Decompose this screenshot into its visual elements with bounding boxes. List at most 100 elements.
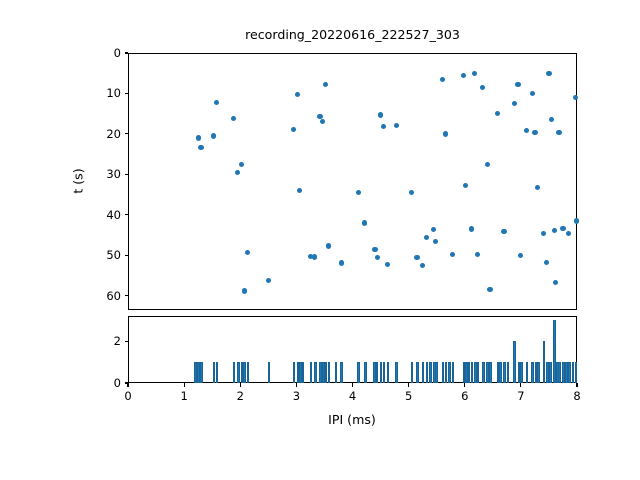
histogram-bar: [531, 362, 534, 383]
xtick-6-label: 6: [461, 389, 469, 403]
scatter-point: [540, 230, 546, 236]
scatter-point: [449, 251, 455, 258]
xtick-3-label: 3: [292, 389, 301, 403]
histogram-bar: [489, 362, 492, 383]
xtick-4-mark: [351, 383, 354, 387]
histogram-bar: [556, 362, 559, 383]
scatter-point: [198, 144, 204, 150]
histogram-bar: [429, 362, 432, 383]
histogram-bar: [232, 362, 236, 383]
histogram-bar: [506, 362, 510, 383]
xtick-8-mark: [576, 383, 578, 387]
histogram-bar: [395, 362, 399, 383]
scatter-ytick-20-mark: [124, 133, 128, 135]
scatter-point: [420, 262, 426, 269]
scatter-point: [472, 70, 478, 76]
scatter-point: [487, 287, 493, 293]
scatter-point: [338, 260, 344, 266]
histogram-bar: [237, 362, 240, 383]
scatter-point: [511, 100, 517, 106]
scatter-point: [377, 112, 384, 118]
xtick-1-label: 1: [180, 389, 188, 403]
xtick-6-mark: [464, 383, 466, 387]
scatter-ytick-10-mark: [124, 92, 128, 95]
histogram-bar: [481, 362, 485, 383]
scatter-point: [573, 218, 580, 224]
scatter-ytick-50-label: 50: [106, 248, 121, 263]
scatter-point: [322, 81, 329, 88]
histogram-bar: [375, 362, 379, 383]
scatter-plot-area: [128, 53, 577, 310]
scatter-point: [320, 119, 326, 125]
histogram-bar: [379, 362, 383, 383]
xtick-2-mark: [239, 383, 241, 387]
scatter-point: [234, 170, 241, 176]
histogram-bar: [433, 362, 436, 383]
scatter-point: [431, 226, 437, 233]
scatter-point: [432, 239, 439, 245]
scatter-ytick-60-label: 60: [106, 288, 121, 303]
scatter-point: [325, 243, 331, 249]
scatter-point: [307, 253, 313, 259]
scatter-point: [468, 226, 475, 232]
histogram-bar: [474, 362, 477, 383]
histogram-bar: [549, 362, 552, 383]
histogram-bar: [448, 362, 451, 383]
xtick-4-label: 4: [348, 389, 357, 403]
histogram-bar: [246, 362, 250, 383]
histogram-bar: [292, 362, 296, 383]
scatter-point: [442, 131, 448, 137]
histogram-bar: [296, 362, 300, 383]
scatter-ytick-10-label: 10: [106, 86, 121, 101]
histogram-bar: [545, 362, 549, 383]
scatter-point: [543, 259, 549, 265]
scatter-point: [549, 116, 555, 122]
histogram-bar: [314, 362, 317, 383]
xtick-0-mark: [127, 383, 129, 387]
histogram-bar: [476, 362, 480, 383]
hist-ytick-0-mark: [124, 382, 128, 384]
histogram-bar: [243, 362, 246, 383]
hist-ytick-2-label: 2: [113, 334, 121, 349]
hist-ytick-2-mark: [124, 340, 128, 342]
scatter-point: [213, 100, 219, 106]
scatter-point: [393, 122, 399, 129]
scatter-point: [560, 226, 566, 232]
histogram-bar: [564, 362, 568, 383]
histogram-bar: [520, 362, 523, 383]
scatter-point: [241, 288, 247, 294]
scatter-point: [439, 76, 445, 82]
scatter-point: [380, 123, 386, 129]
hist-ytick-0-label: 0: [113, 376, 121, 390]
histogram-bar: [470, 362, 474, 383]
histogram-bar: [542, 341, 546, 383]
histogram-bar: [327, 362, 331, 383]
histogram-bar: [534, 362, 538, 383]
histogram-bar: [212, 362, 216, 383]
histogram-bar: [421, 362, 425, 383]
scatter-point: [312, 254, 318, 260]
histogram-bar: [451, 362, 455, 383]
scatter-point: [362, 220, 368, 226]
histogram-bar: [499, 362, 502, 383]
scatter-point: [556, 129, 562, 135]
scatter-ytick-30-label: 30: [106, 167, 121, 182]
histogram-bar: [334, 362, 338, 383]
scatter-point: [230, 115, 237, 122]
scatter-ytick-50-mark: [124, 254, 128, 256]
histogram-bar: [416, 362, 419, 383]
scatter-point: [317, 113, 323, 119]
scatter-point: [461, 72, 467, 78]
x-axis-label: IPI (ms): [328, 412, 376, 427]
xtick-2-label: 2: [236, 389, 244, 403]
histogram-bar: [562, 362, 565, 383]
scatter-point: [532, 129, 538, 135]
scatter-point: [355, 190, 361, 196]
histogram-bar: [517, 362, 521, 383]
histogram-bar: [197, 362, 200, 383]
histogram-bar: [496, 362, 500, 383]
scatter-ytick-0-mark: [124, 52, 128, 54]
histogram-bar: [435, 362, 438, 383]
scatter-point: [423, 234, 430, 240]
histogram-bar: [215, 362, 219, 383]
